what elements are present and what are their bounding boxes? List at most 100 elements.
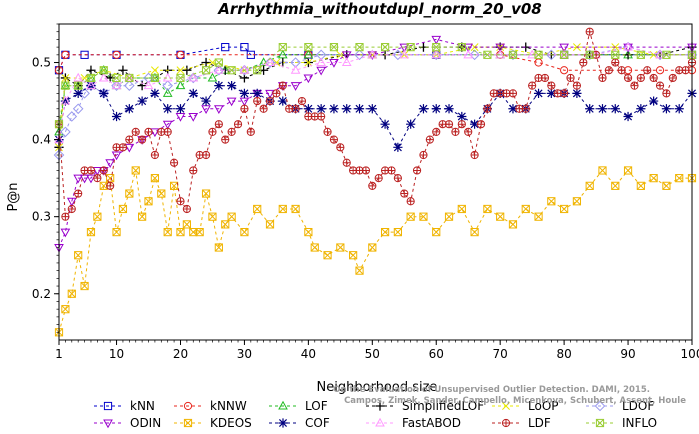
point-ldf-35 — [278, 81, 287, 90]
point-kdeos-42 — [406, 212, 415, 221]
series-cof — [54, 81, 697, 152]
point-odin-10 — [124, 143, 135, 153]
point-inflo-11 — [227, 66, 236, 75]
point-kdeos-24 — [208, 212, 217, 221]
point-odin-12 — [150, 128, 160, 138]
point-ldf-53 — [393, 174, 402, 183]
point-ldf-41 — [317, 112, 326, 121]
point-knn-6 — [240, 43, 249, 52]
point-ldf-62 — [451, 127, 460, 137]
point-kdeos-17 — [163, 227, 172, 237]
point-fastabod-6 — [124, 72, 135, 82]
x-tick-label-50: 50 — [365, 347, 380, 361]
point-odin-14 — [175, 112, 186, 122]
point-ldf-80 — [566, 73, 575, 83]
point-simplifiedlof-3 — [86, 65, 96, 75]
point-kdeos-29 — [253, 204, 262, 214]
point-kdeos-16 — [157, 189, 166, 198]
watermark-line-2: On the Evaluation of Unsupervised Outlie… — [333, 385, 650, 395]
point-cof-29 — [418, 104, 429, 114]
legend-item-inflo: INFLO — [586, 416, 657, 430]
point-ldf-50 — [374, 174, 383, 183]
point-cof-21 — [316, 104, 326, 114]
point-ldf-79 — [560, 89, 569, 98]
point-ldof-21 — [507, 49, 519, 61]
point-ldf-98 — [681, 66, 690, 75]
point-ldf-27 — [227, 127, 236, 137]
point-kdeos-46 — [457, 204, 466, 214]
point-cof-14 — [227, 81, 237, 91]
point-odin-13 — [162, 120, 173, 130]
point-ldf-30 — [246, 127, 255, 137]
legend-item-knn: kNN — [94, 399, 155, 413]
x-tick-label-80: 80 — [556, 347, 571, 361]
point-kdeos-48 — [483, 204, 492, 214]
point-simplifiedlof-6 — [137, 81, 147, 91]
point-ldf-33 — [265, 96, 275, 106]
point-ldf-57 — [419, 150, 428, 160]
point-knnw-8 — [560, 66, 569, 75]
x-tick-label-60: 60 — [429, 347, 444, 361]
point-odin-3 — [73, 174, 84, 184]
legend-item-simplifiedlof: SimplifiedLOF — [366, 399, 484, 413]
point-ldof-3 — [72, 103, 84, 115]
point-kdeos-54 — [560, 204, 569, 214]
point-kdeos-49 — [496, 212, 505, 221]
point-cof-43 — [597, 104, 608, 114]
point-ldf-12 — [131, 127, 140, 137]
point-ldf-61 — [444, 120, 454, 129]
point-ldof-10 — [162, 80, 174, 91]
point-ldf-77 — [547, 81, 556, 90]
point-odin-24 — [303, 74, 314, 84]
point-ldf-14 — [144, 127, 153, 137]
point-ldf-52 — [387, 166, 396, 175]
legend-item-fastabod: FastABOD — [366, 416, 461, 430]
point-fastabod-13 — [290, 65, 301, 74]
point-ldf-58 — [425, 135, 434, 144]
point-ldf-28 — [233, 120, 243, 129]
point-ldf-55 — [406, 197, 415, 206]
legend-label-ldof: LDOF — [622, 399, 654, 413]
point-ldf-81 — [572, 81, 582, 90]
point-fastabod-21 — [527, 49, 538, 59]
point-cof-12 — [201, 96, 211, 106]
point-cof-2 — [73, 88, 83, 98]
legend-label-lof: LOF — [305, 399, 328, 413]
point-ldf-1 — [61, 212, 70, 221]
y-tick-label-0.2: 0.2 — [32, 287, 51, 301]
point-ldf-92 — [643, 66, 652, 75]
point-odin-9 — [111, 151, 122, 161]
point-ldf-91 — [636, 73, 645, 83]
point-fastabod-22 — [559, 49, 569, 59]
point-odin-21 — [265, 89, 275, 99]
point-cof-47 — [649, 96, 659, 106]
point-kdeos-34 — [310, 243, 319, 252]
point-ldf-31 — [253, 96, 262, 106]
point-inflo-3 — [86, 73, 96, 83]
point-ldof-15 — [290, 57, 301, 68]
point-kdeos-2 — [67, 289, 76, 298]
point-ldf-26 — [221, 135, 230, 144]
point-kdeos-13 — [138, 212, 147, 221]
point-cof-30 — [431, 104, 441, 114]
point-ldf-7 — [99, 166, 108, 175]
series-kdeos — [54, 166, 697, 337]
point-ldf-17 — [163, 127, 172, 137]
series-line-loop — [58, 46, 692, 148]
point-fastabod-7 — [143, 80, 154, 90]
point-knnw-10 — [655, 66, 665, 75]
point-kdeos-36 — [336, 243, 345, 252]
point-lof-15 — [277, 49, 288, 59]
point-cof-25 — [367, 104, 377, 114]
point-ldf-83 — [585, 27, 594, 36]
point-inflo-26 — [611, 50, 620, 59]
point-odin-33 — [559, 43, 569, 53]
point-kdeos-51 — [521, 204, 530, 214]
legend-item-cof: COF — [269, 416, 330, 430]
point-ldf-24 — [208, 127, 217, 137]
point-kdeos-63 — [675, 174, 684, 183]
point-kdeos-6 — [93, 212, 102, 221]
point-cof-8 — [150, 88, 160, 98]
point-ldf-8 — [106, 181, 115, 190]
point-cof-27 — [393, 142, 403, 152]
